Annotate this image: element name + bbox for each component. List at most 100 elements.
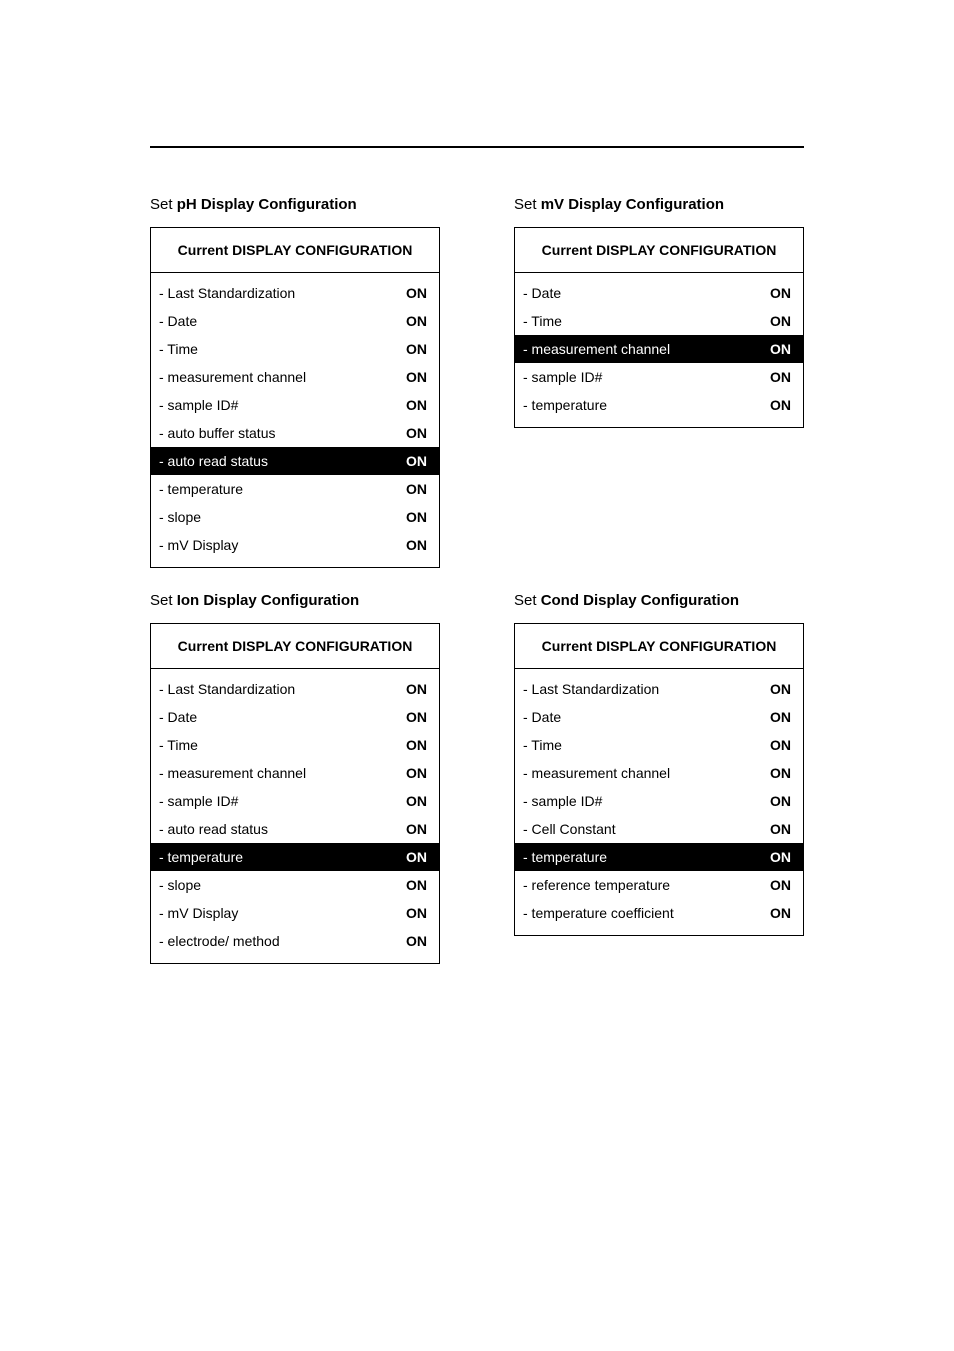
row-label: - sample ID# [159,397,238,413]
section-mv: Set mV Display Configuration Current DIS… [514,196,804,568]
config-row: - TimeON [151,731,439,759]
config-row: - auto buffer statusON [151,419,439,447]
row-value: ON [406,481,427,497]
row-label: - temperature [523,849,607,865]
row-value: ON [770,849,791,865]
row-value: ON [770,821,791,837]
row-label: - measurement channel [523,765,670,781]
row-label: - Time [523,737,562,753]
config-row: - measurement channel ON [151,759,439,787]
config-row-highlight: - measurement channelON [515,335,803,363]
row-value: ON [406,537,427,553]
row-label: - temperature [159,849,243,865]
config-row: - sample ID# ON [515,787,803,815]
config-row: - temperature ON [151,475,439,503]
row-value: ON [770,765,791,781]
row-label: - electrode/ method [159,933,280,949]
row-value: ON [406,709,427,725]
section-title: Set Ion Display Configuration [150,592,440,609]
title-bold: pH Display Configuration [177,196,357,213]
horizontal-rule [150,146,804,148]
config-row: - DateON [515,703,803,731]
row-label: - reference temperature [523,877,670,893]
config-row: - sample ID#ON [151,787,439,815]
config-rows: - Date ON - Time ON - measurement channelO… [515,273,803,427]
row-label: - auto read status [159,821,268,837]
row-value: ON [770,313,791,329]
section-title: Set pH Display Configuration [150,196,440,213]
section-ion: Set Ion Display Configuration Current DI… [150,592,440,964]
row-value: ON [406,397,427,413]
config-rows: - Last Standardization ON - DateON - Time… [151,669,439,963]
row-label: - measurement channel [159,765,306,781]
config-box: Current DISPLAY CONFIGURATION - Date ON -… [514,227,804,428]
config-row: - measurement channel ON [515,759,803,787]
config-row: - slopeON [151,503,439,531]
config-rows: - Last StandardizationON - DateON - Time… [151,273,439,567]
title-bold: mV Display Configuration [541,196,724,213]
config-row: - electrode/ methodON [151,927,439,955]
row-label: - sample ID# [523,793,602,809]
title-bold: Ion Display Configuration [177,592,360,609]
row-label: - temperature [523,397,607,413]
title-prefix: Set [150,196,177,213]
row-value: ON [406,369,427,385]
section-title: Set mV Display Configuration [514,196,804,213]
row-label: - Cell Constant [523,821,616,837]
row-label: - sample ID# [159,793,238,809]
config-row: - Time ON [515,307,803,335]
row-label: - Last Standardization [523,681,659,697]
row-label: - Date [523,285,561,301]
row-value: ON [770,737,791,753]
config-row: - DateON [151,703,439,731]
config-row: - Time ON [151,335,439,363]
row-label: - Time [159,341,198,357]
config-row: - sample ID# ON [151,391,439,419]
config-row-highlight: - auto read statusON [151,447,439,475]
section-cond: Set Cond Display Configuration Current D… [514,592,804,964]
config-row: - measurement channel ON [151,363,439,391]
page: Set pH Display Configuration Current DIS… [0,146,954,988]
config-row: - Cell Constant ON [515,815,803,843]
row-value: ON [406,905,427,921]
config-row: - Time ON [515,731,803,759]
row-label: - sample ID# [523,369,602,385]
config-row: - Last StandardizationON [515,675,803,703]
row-label: - Time [523,313,562,329]
row-value: ON [770,369,791,385]
config-box: Current DISPLAY CONFIGURATION - Last Sta… [150,623,440,964]
row-label: - temperature [159,481,243,497]
row-value: ON [406,681,427,697]
row-label: - Last Standardization [159,681,295,697]
config-header: Current DISPLAY CONFIGURATION [515,228,803,273]
row-value: ON [770,793,791,809]
row-value: ON [406,341,427,357]
config-row: - temperature coefficientON [515,899,803,927]
config-row: - slopeON [151,871,439,899]
row-label: - measurement channel [159,369,306,385]
config-box: Current DISPLAY CONFIGURATION - Last Sta… [150,227,440,568]
title-prefix: Set [150,592,177,609]
config-header: Current DISPLAY CONFIGURATION [151,624,439,669]
row-label: - auto buffer status [159,425,275,441]
config-row: - sample ID# ON [515,363,803,391]
config-row: - mV DisplayON [151,531,439,559]
row-value: ON [770,341,791,357]
row-value: ON [406,509,427,525]
row-label: - Last Standardization [159,285,295,301]
row-value: ON [770,397,791,413]
config-row: - Last Standardization ON [151,675,439,703]
sections-grid: Set pH Display Configuration Current DIS… [150,196,804,988]
row-value: ON [406,877,427,893]
title-prefix: Set [514,196,541,213]
config-header: Current DISPLAY CONFIGURATION [515,624,803,669]
config-box: Current DISPLAY CONFIGURATION - Last Sta… [514,623,804,936]
section-title: Set Cond Display Configuration [514,592,804,609]
config-row-highlight: - temperatureON [151,843,439,871]
row-value: ON [406,453,427,469]
row-value: ON [770,709,791,725]
row-value: ON [770,877,791,893]
row-value: ON [406,821,427,837]
config-row: - temperature ON [515,391,803,419]
row-value: ON [406,765,427,781]
